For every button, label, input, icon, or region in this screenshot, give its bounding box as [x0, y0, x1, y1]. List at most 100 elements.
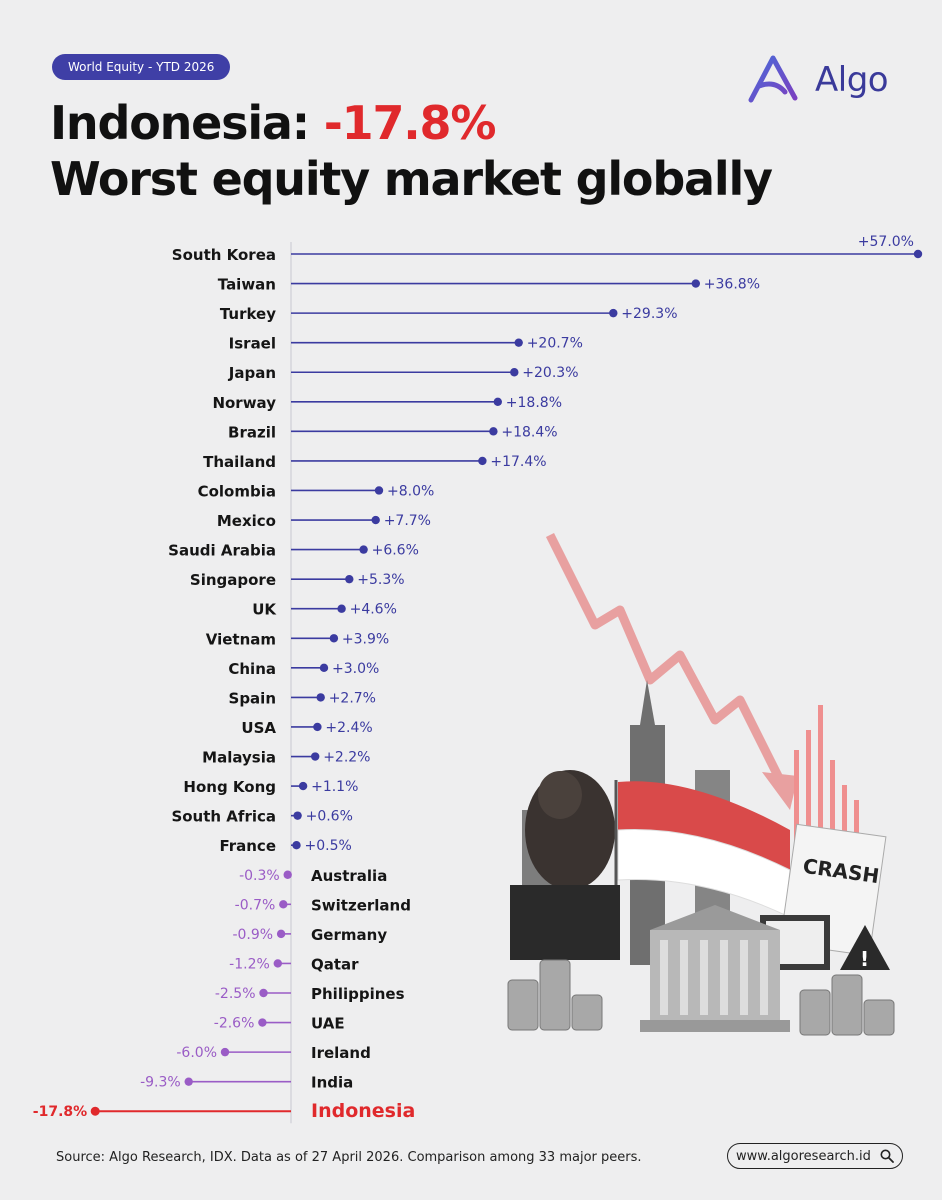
dot: [184, 1077, 193, 1086]
value-label: -2.6%: [214, 1016, 255, 1032]
dot: [514, 338, 523, 347]
category-label: France: [219, 837, 276, 855]
dot: [276, 929, 286, 939]
value-label: -6.0%: [176, 1045, 217, 1061]
category-label: Japan: [228, 364, 276, 382]
dot: [273, 959, 282, 968]
value-label: +0.5%: [305, 838, 352, 854]
category-label: Mexico: [217, 512, 276, 530]
dot: [298, 781, 308, 791]
value-label: -0.9%: [232, 927, 273, 943]
chart: South Korea +57.0% Taiwan +36.8% Turkey +29.3…: [33, 234, 923, 1124]
dot: [316, 693, 325, 702]
dot: [319, 663, 329, 673]
dot: [489, 427, 498, 436]
category-label: South Africa: [171, 808, 276, 826]
dot: [279, 900, 288, 909]
value-label: +3.9%: [342, 631, 389, 647]
search-icon: [880, 1149, 894, 1163]
value-label: +8.0%: [387, 483, 434, 499]
title-value: -17.8%: [323, 96, 497, 150]
category-label: Taiwan: [218, 276, 276, 294]
value-label: +20.3%: [522, 365, 578, 381]
category-label: UK: [252, 601, 277, 619]
dot: [913, 249, 923, 259]
value-label: -9.3%: [140, 1075, 181, 1091]
category-label: UAE: [311, 1015, 345, 1033]
dot: [259, 988, 268, 998]
dot: [359, 545, 368, 554]
category-label: Colombia: [198, 482, 276, 500]
website-url: www.algoresearch.id: [736, 1149, 871, 1164]
dot: [374, 486, 384, 495]
dot: [292, 841, 301, 850]
value-label: +57.0%: [858, 234, 914, 250]
category-label: USA: [241, 719, 276, 737]
value-label: +20.7%: [527, 336, 583, 352]
category-label: Hong Kong: [183, 778, 276, 796]
value-label: +18.4%: [501, 424, 557, 440]
value-label: +7.7%: [384, 513, 431, 529]
page-title: Indonesia: -17.8%: [50, 96, 497, 150]
dot: [283, 870, 292, 879]
value-label: -0.7%: [235, 897, 276, 913]
category-label: Australia: [311, 867, 387, 885]
dot: [493, 397, 502, 406]
category-label: South Korea: [172, 246, 276, 264]
value-label: +2.7%: [329, 690, 376, 706]
value-label: +2.4%: [325, 720, 372, 736]
value-label: +2.2%: [323, 750, 370, 766]
source-note: Source: Algo Research, IDX. Data as of 2…: [56, 1150, 642, 1165]
dot: [90, 1106, 100, 1116]
category-label: Ireland: [311, 1044, 371, 1062]
website-link[interactable]: www.algoresearch.id: [727, 1143, 903, 1169]
value-label: +1.1%: [311, 779, 358, 795]
dot: [311, 752, 320, 761]
category-label: Thailand: [203, 453, 276, 471]
value-label: +18.8%: [506, 395, 562, 411]
category-label: China: [228, 660, 276, 678]
category-label: Vietnam: [206, 630, 276, 648]
dot: [313, 722, 322, 732]
market-crash-illustration: CRASH !: [507, 532, 895, 1036]
category-label: Israel: [229, 335, 276, 353]
value-label: -0.3%: [239, 868, 280, 884]
dot: [609, 308, 618, 318]
value-label: +3.0%: [332, 661, 379, 677]
dot: [510, 368, 519, 377]
dot: [337, 604, 346, 613]
value-label: +4.6%: [350, 602, 397, 618]
category-label: Philippines: [311, 985, 405, 1003]
value-label: +17.4%: [490, 454, 546, 470]
dot: [371, 515, 380, 525]
category-label: Brazil: [228, 423, 276, 441]
category-label: Malaysia: [202, 749, 276, 767]
dot: [293, 811, 302, 820]
svg-text:!: !: [860, 947, 869, 971]
brand-name: Algo: [815, 60, 889, 100]
category-label: India: [311, 1074, 353, 1092]
page-subtitle: Worst equity market globally: [50, 152, 773, 206]
category-label: Switzerland: [311, 896, 411, 914]
value-label: +5.3%: [357, 572, 404, 588]
dot: [478, 456, 487, 466]
value-label: +29.3%: [621, 306, 677, 322]
category-label: Spain: [229, 689, 276, 707]
value-label: +36.8%: [704, 277, 760, 293]
dot: [258, 1018, 267, 1027]
dot: [220, 1047, 230, 1057]
value-label: +6.6%: [372, 543, 419, 559]
value-label: +0.6%: [306, 809, 353, 825]
algo-logo-icon: [748, 55, 798, 103]
value-label: -17.8%: [33, 1104, 87, 1120]
value-label: -1.2%: [229, 956, 270, 972]
value-label: -2.5%: [215, 986, 256, 1002]
category-label: Indonesia: [311, 1100, 415, 1122]
category-label: Qatar: [311, 955, 359, 973]
category-label: Norway: [212, 394, 276, 412]
section-badge: World Equity - YTD 2026: [52, 54, 231, 80]
dot: [329, 634, 339, 643]
dot: [345, 574, 354, 584]
category-label: Turkey: [220, 305, 276, 323]
title-country: Indonesia:: [50, 96, 310, 150]
